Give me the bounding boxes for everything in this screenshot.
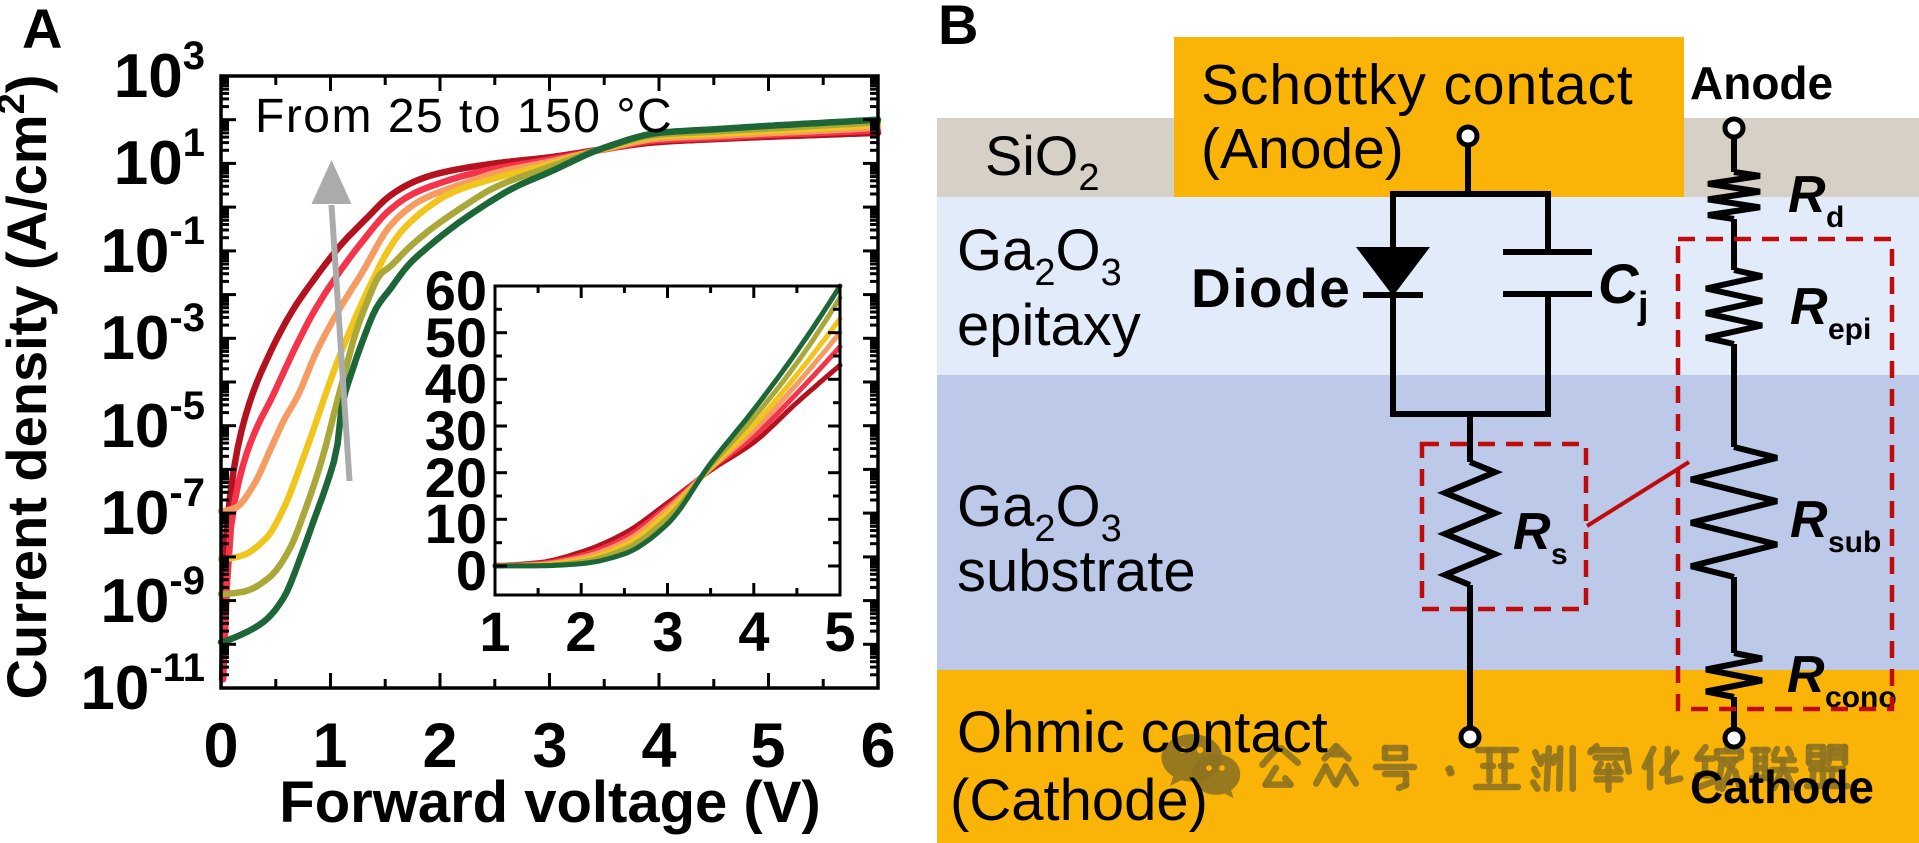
- svg-text:0: 0: [456, 539, 487, 602]
- svg-text:substrate: substrate: [957, 539, 1196, 604]
- svg-text:sub: sub: [1828, 526, 1881, 559]
- svg-text:Cathode: Cathode: [1690, 761, 1874, 813]
- svg-text:20: 20: [425, 446, 487, 509]
- svg-text:R: R: [1790, 278, 1828, 336]
- svg-text:R: R: [1787, 646, 1825, 704]
- svg-text:Forward voltage (V): Forward voltage (V): [279, 770, 820, 835]
- svg-text:From 25 to 150 °C: From 25 to 150 °C: [255, 90, 673, 143]
- svg-text:(Anode): (Anode): [1201, 117, 1404, 181]
- svg-text:epi: epi: [1828, 313, 1871, 346]
- svg-text:B: B: [938, 0, 978, 56]
- svg-text:50: 50: [425, 306, 487, 369]
- svg-text:j: j: [1637, 285, 1649, 327]
- svg-text:3: 3: [532, 711, 567, 781]
- svg-text:5: 5: [824, 600, 855, 663]
- svg-text:3: 3: [652, 600, 683, 663]
- svg-text:Diode: Diode: [1191, 257, 1351, 319]
- svg-text:Ga2O3: Ga2O3: [957, 218, 1122, 294]
- svg-text:40: 40: [425, 352, 487, 415]
- svg-text:Anode: Anode: [1690, 57, 1833, 109]
- svg-text:Ohmic contact: Ohmic contact: [957, 700, 1328, 765]
- svg-text:2: 2: [422, 711, 457, 781]
- svg-text:10-1: 10-1: [100, 209, 205, 286]
- svg-text:10: 10: [425, 492, 487, 555]
- svg-text:epitaxy: epitaxy: [957, 293, 1141, 358]
- svg-text:C: C: [1598, 252, 1640, 315]
- svg-text:1: 1: [312, 711, 347, 781]
- svg-text:A: A: [22, 0, 62, 60]
- svg-text:Current density (A/cm2): Current density (A/cm2): [0, 75, 58, 700]
- svg-text:R: R: [1513, 503, 1551, 561]
- svg-text:R: R: [1790, 491, 1828, 549]
- svg-text:s: s: [1551, 538, 1568, 571]
- svg-text:6: 6: [860, 711, 895, 781]
- svg-text:4: 4: [641, 711, 676, 781]
- svg-text:60: 60: [425, 259, 487, 322]
- svg-text:R: R: [1788, 166, 1826, 224]
- svg-text:2: 2: [565, 600, 596, 663]
- svg-text:d: d: [1826, 201, 1844, 234]
- svg-text:4: 4: [738, 600, 769, 663]
- svg-text:(Cathode): (Cathode): [950, 768, 1208, 833]
- svg-text:Schottky contact: Schottky contact: [1201, 53, 1634, 117]
- svg-text:0: 0: [203, 711, 238, 781]
- svg-text:5: 5: [750, 711, 785, 781]
- svg-text:30: 30: [425, 399, 487, 462]
- svg-text:1: 1: [479, 600, 510, 663]
